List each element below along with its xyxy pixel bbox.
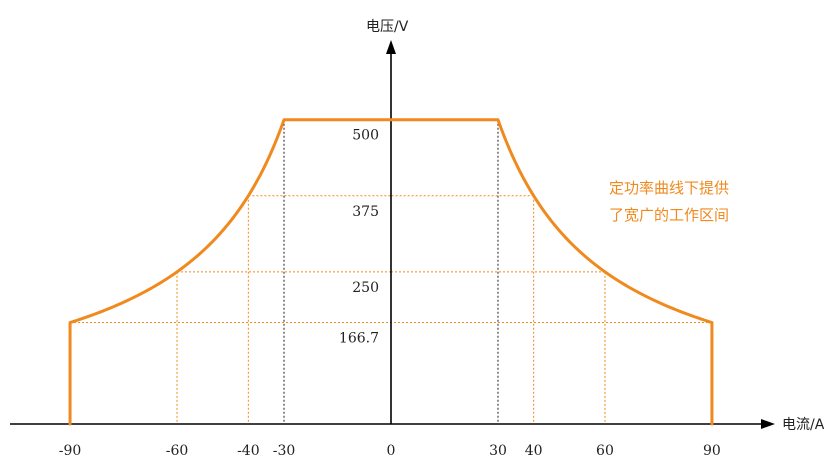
x-tick-label: -40	[237, 443, 260, 456]
annotation-line-2: 了宽广的工作区间	[609, 206, 729, 224]
x-tick-label: -30	[273, 443, 296, 456]
y-tick-label: 166.7	[339, 331, 379, 347]
x-tick-label: 0	[387, 443, 396, 456]
x-tick-label: -60	[166, 443, 189, 456]
axes	[10, 40, 775, 429]
y-tick-label: 250	[352, 280, 379, 296]
annotation: 定功率曲线下提供 了宽广的工作区间	[609, 179, 729, 224]
y-axis-title: 电压/V	[366, 19, 409, 35]
y-tick-label: 375	[352, 204, 379, 220]
x-tick-label: 40	[525, 443, 543, 456]
x-tick-label: 60	[596, 443, 614, 456]
x-tick-labels: -90 -60 -40 -30 0 30 40 60 90	[59, 443, 721, 456]
annotation-line-1: 定功率曲线下提供	[609, 179, 729, 197]
x-tick-label: -90	[59, 443, 82, 456]
y-tick-labels: 500 375 250 166.7	[339, 128, 379, 347]
series-layer	[68, 118, 714, 426]
y-axis-arrow	[386, 40, 396, 54]
x-tick-label: 90	[703, 443, 721, 456]
power-curve-line	[68, 118, 714, 426]
x-tick-label: 30	[489, 443, 507, 456]
x-axis-arrow	[761, 419, 775, 429]
x-axis-title: 电流/A	[782, 417, 824, 433]
y-tick-label: 500	[352, 128, 379, 144]
